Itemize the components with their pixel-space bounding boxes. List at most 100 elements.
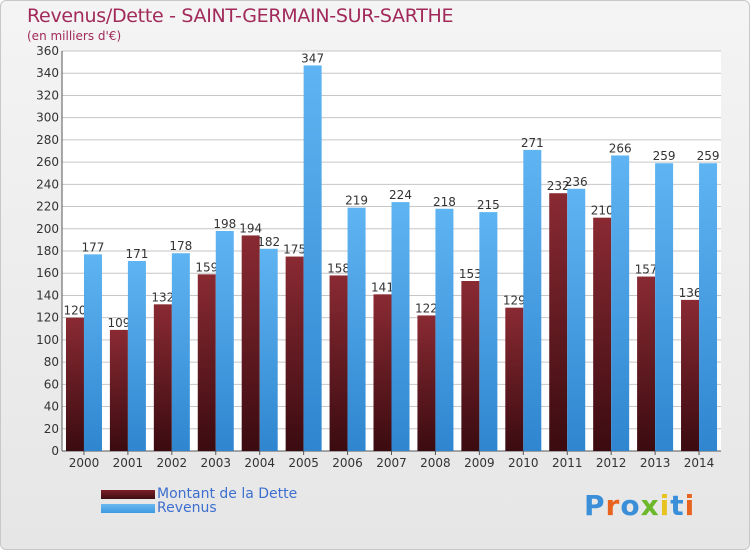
y-tick-label: 60: [44, 377, 59, 391]
bar-value-label-revenus: 259: [653, 149, 676, 163]
y-tick-label: 220: [36, 200, 59, 214]
x-tick-label: 2000: [69, 456, 100, 470]
x-tick-label: 2012: [596, 456, 627, 470]
bar-value-label-revenus: 271: [521, 136, 544, 150]
y-tick-label: 40: [44, 400, 59, 414]
bar-revenus: [171, 253, 190, 451]
bar-value-label-dette: 141: [371, 280, 394, 294]
y-tick-label: 340: [36, 66, 59, 80]
y-tick-label: 140: [36, 288, 59, 302]
legend-item-dette: Montant de la Dette: [101, 487, 297, 501]
y-tick-label: 300: [36, 111, 59, 125]
bar-value-label-dette: 153: [459, 267, 482, 281]
bar-revenus: [567, 188, 586, 451]
bar-dette: [373, 294, 392, 451]
y-tick-label: 20: [44, 422, 59, 436]
y-tick-label: 160: [36, 266, 59, 280]
bar-value-label-revenus: 266: [609, 141, 632, 155]
y-tick-label: 180: [36, 244, 59, 258]
bar-dette: [681, 299, 700, 451]
bar-revenus: [479, 212, 498, 451]
x-tick-label: 2002: [157, 456, 188, 470]
proxiti-logo: Proxiti: [584, 489, 696, 522]
y-tick-label: 200: [36, 222, 59, 236]
bar-value-label-dette: 122: [415, 301, 438, 315]
y-tick-label: 120: [36, 311, 59, 325]
bar-revenus: [259, 248, 278, 451]
y-tick-label: 100: [36, 333, 59, 347]
bar-value-label-dette: 109: [107, 316, 130, 330]
x-tick-label: 2008: [420, 456, 451, 470]
legend: Montant de la Dette Revenus: [101, 487, 297, 515]
x-tick-label: 2014: [684, 456, 715, 470]
bar-revenus: [655, 163, 674, 451]
y-tick-label: 320: [36, 88, 59, 102]
bar-dette: [197, 274, 216, 451]
legend-swatch-revenus: [101, 503, 155, 513]
bar-revenus: [699, 163, 718, 451]
legend-label-revenus: Revenus: [157, 500, 217, 516]
bar-revenus: [611, 155, 630, 451]
bar-dette: [285, 256, 304, 451]
bar-revenus: [523, 149, 542, 451]
x-tick-label: 2006: [332, 456, 363, 470]
bar-dette: [549, 193, 568, 451]
x-tick-label: 2013: [640, 456, 671, 470]
bar-value-label-dette: 194: [239, 221, 262, 235]
bar-value-label-revenus: 178: [169, 239, 192, 253]
x-tick-label: 2011: [552, 456, 583, 470]
legend-swatch-dette: [101, 489, 155, 499]
bar-value-label-dette: 158: [327, 261, 350, 275]
bar-value-label-dette: 132: [151, 290, 174, 304]
x-tick-label: 2009: [464, 456, 495, 470]
x-tick-label: 2003: [200, 456, 231, 470]
y-tick-label: 260: [36, 155, 59, 169]
bar-value-label-revenus: 171: [125, 247, 148, 261]
bar-value-label-dette: 175: [283, 243, 306, 257]
bar-value-label-revenus: 198: [213, 217, 236, 231]
bar-dette: [329, 275, 348, 451]
bar-value-label-dette: 129: [503, 294, 526, 308]
bar-dette: [417, 315, 436, 451]
bar-value-label-revenus: 177: [82, 240, 105, 254]
bar-dette: [461, 281, 480, 451]
bar-value-label-revenus: 215: [477, 198, 500, 212]
bar-value-label-dette: 157: [635, 263, 658, 277]
x-tick-label: 2004: [244, 456, 275, 470]
bar-value-label-dette: 120: [64, 304, 87, 318]
y-tick-label: 0: [51, 444, 59, 458]
x-tick-label: 2001: [113, 456, 144, 470]
bar-value-label-revenus: 259: [697, 149, 720, 163]
bar-value-label-dette: 232: [547, 179, 570, 193]
bar-dette: [109, 329, 128, 451]
bar-revenus: [303, 65, 322, 451]
bar-value-label-revenus: 219: [345, 194, 368, 208]
bar-revenus: [127, 261, 146, 451]
x-tick-label: 2005: [288, 456, 319, 470]
bar-revenus: [347, 207, 366, 451]
y-tick-label: 360: [36, 44, 59, 58]
bar-dette: [593, 217, 612, 451]
bar-value-label-dette: 136: [679, 286, 702, 300]
chart-title: Revenus/Dette - SAINT-GERMAIN-SUR-SARTHE: [27, 5, 454, 27]
bar-value-label-revenus: 224: [389, 188, 412, 202]
bar-revenus: [435, 208, 454, 451]
bar-revenus: [83, 254, 102, 451]
bar-value-label-revenus: 236: [565, 175, 588, 189]
bar-dette: [241, 235, 260, 451]
legend-item-revenus: Revenus: [101, 501, 297, 515]
bar-value-label-revenus: 182: [257, 235, 280, 249]
bar-dette: [65, 317, 84, 451]
y-tick-label: 280: [36, 133, 59, 147]
y-tick-label: 240: [36, 177, 59, 191]
bar-dette: [637, 276, 656, 451]
bar-value-label-dette: 210: [591, 204, 614, 218]
bar-value-label-revenus: 218: [433, 195, 456, 209]
y-tick-label: 80: [44, 355, 59, 369]
x-tick-label: 2007: [376, 456, 407, 470]
bar-revenus: [215, 231, 234, 451]
x-tick-label: 2010: [508, 456, 539, 470]
legend-label-dette: Montant de la Dette: [157, 486, 298, 502]
